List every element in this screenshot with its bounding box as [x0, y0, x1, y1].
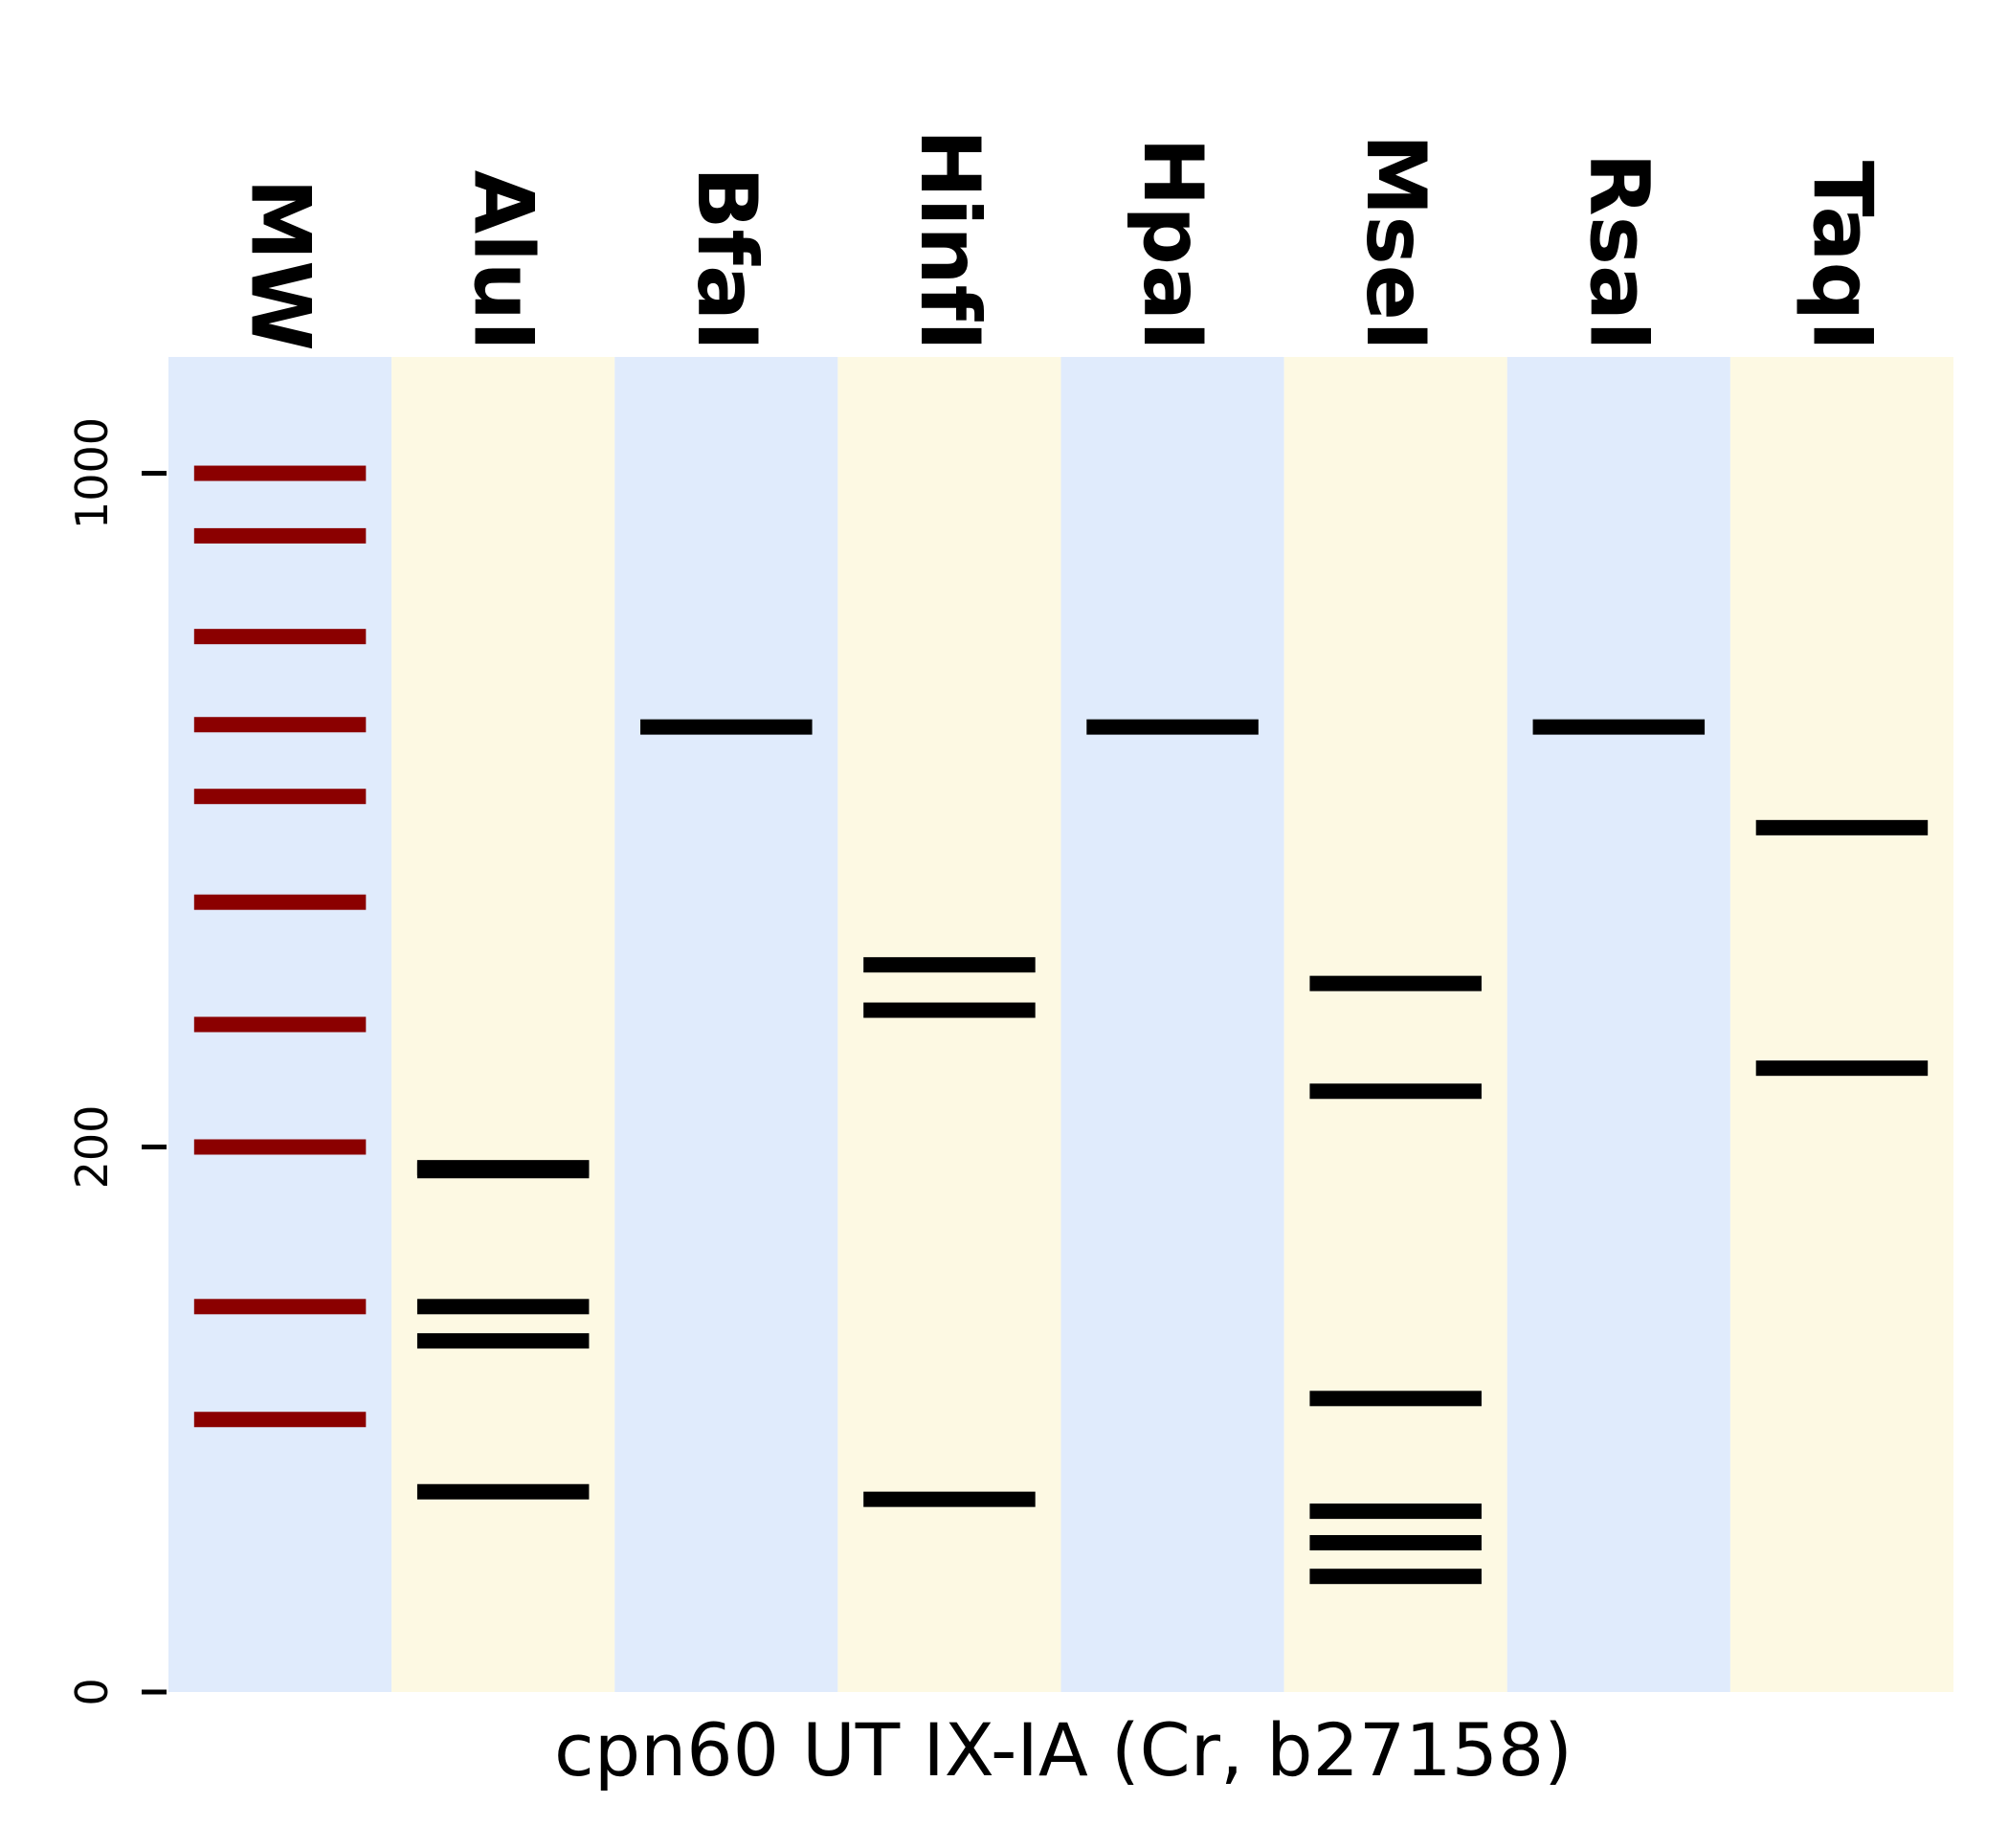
band-msei-5: [1309, 1569, 1482, 1585]
band-mw-4: [193, 789, 367, 805]
band-hinfi-0: [863, 957, 1036, 973]
band-bfai-0: [640, 719, 813, 735]
lane-hinfi-background: [837, 357, 1061, 1692]
band-hinfi-1: [863, 1002, 1036, 1018]
band-mw-5: [193, 894, 367, 910]
y-axis: 0 200 1000: [66, 417, 167, 1706]
band-mw-3: [193, 717, 367, 733]
lane-label-msei: MseI: [1348, 134, 1443, 351]
band-mw-8: [193, 1299, 367, 1315]
lane-bfai-background: [614, 357, 838, 1692]
lane-label-hpai: HpaI: [1125, 137, 1220, 351]
lane-label-rsai: RsaI: [1571, 153, 1666, 351]
band-mw-9: [193, 1412, 367, 1428]
band-msei-1: [1309, 1083, 1482, 1100]
band-mw-1: [193, 527, 367, 544]
lane-label-taqi: TaqI: [1794, 161, 1889, 351]
lane-taqi-background: [1729, 357, 1953, 1692]
lane-alui-background: [391, 357, 615, 1692]
band-alui-5: [416, 1483, 590, 1500]
lane-hpai-background: [1060, 357, 1284, 1692]
band-hinfi-2: [863, 1491, 1036, 1507]
band-mw-6: [193, 1016, 367, 1033]
x-axis-label: cpn60 UT IX-IA (Cr, b27158): [554, 1707, 1573, 1792]
band-msei-3: [1309, 1503, 1482, 1520]
y-tick-label-0: 0: [66, 1678, 118, 1705]
lane-label-hinfi: HinfI: [902, 129, 997, 351]
band-mw-0: [193, 465, 367, 481]
lane-rsai-background: [1506, 357, 1730, 1692]
band-msei-0: [1309, 975, 1482, 991]
lane-label-alui: AluI: [456, 170, 551, 351]
band-msei-2: [1309, 1391, 1482, 1407]
band-alui-3: [416, 1299, 590, 1315]
band-rsai-0: [1532, 719, 1706, 735]
lane-msei-background: [1283, 357, 1507, 1692]
band-alui-2: [416, 1163, 590, 1179]
y-tick-label-1000: 1000: [66, 417, 118, 529]
bands: [193, 465, 1929, 1585]
lane-backgrounds: [168, 357, 1953, 1692]
band-taqi-0: [1755, 819, 1929, 835]
lane-label-mw: MW: [233, 179, 328, 351]
lane-labels: MW AluI BfaI HinfI HpaI MseI RsaI TaqI: [233, 129, 1890, 351]
band-msei-4: [1309, 1535, 1482, 1551]
band-taqi-1: [1755, 1060, 1929, 1077]
band-mw-7: [193, 1139, 367, 1155]
y-tick-label-200: 200: [66, 1105, 118, 1190]
band-mw-2: [193, 629, 367, 645]
band-alui-4: [416, 1333, 590, 1349]
lane-label-bfai: BfaI: [679, 167, 774, 351]
band-hpai-0: [1086, 719, 1259, 735]
